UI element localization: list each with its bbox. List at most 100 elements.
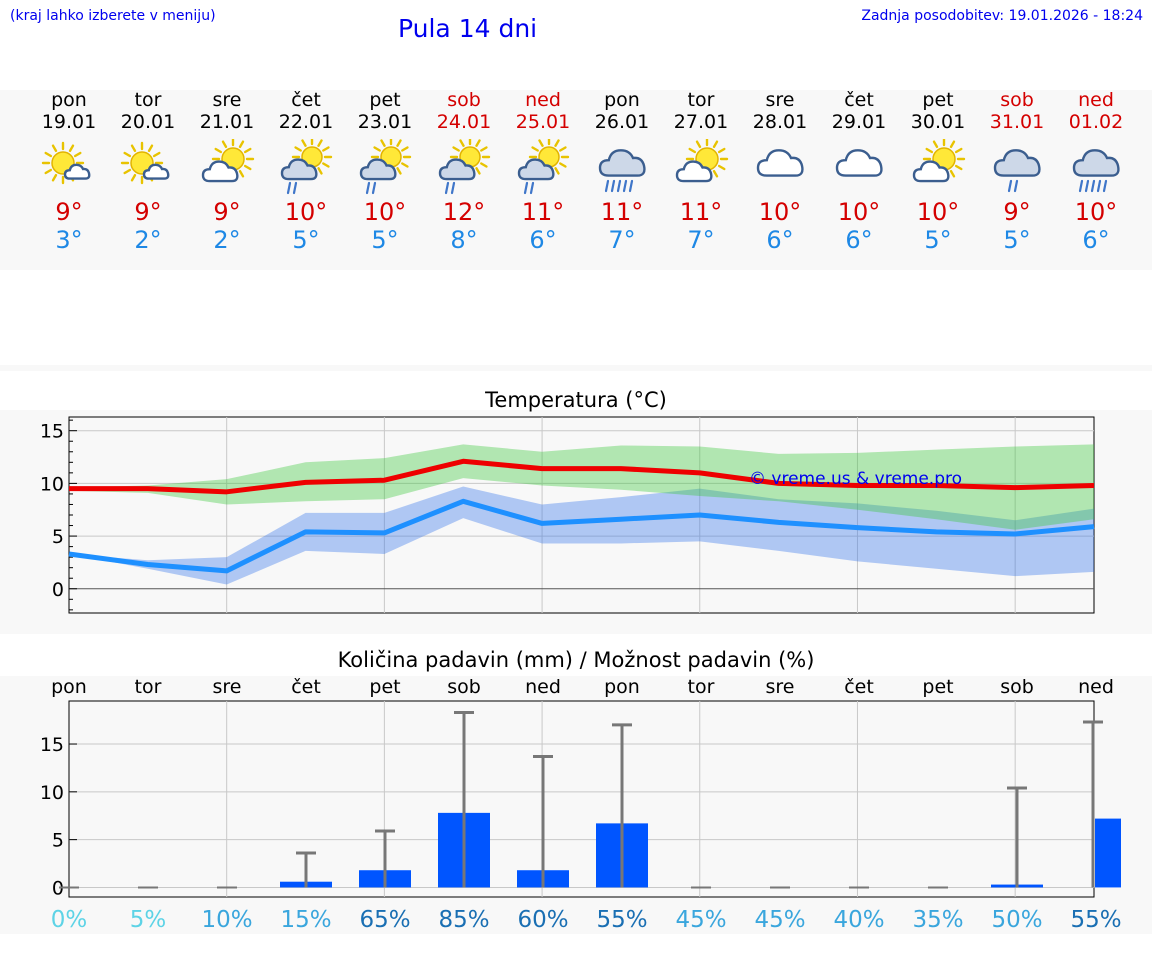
weather-icon: [517, 139, 570, 195]
date-label: 29.01: [831, 111, 887, 133]
x-day-label: tor: [135, 676, 162, 698]
weather-icon: [675, 139, 729, 183]
sun-big-cloud-icon: [912, 139, 966, 183]
weather-icon: [280, 139, 333, 195]
max-temp: 10°: [916, 198, 960, 226]
forecast-day: ned 01.02 10° 6°: [1056, 89, 1136, 254]
precip-probability: 85%: [438, 907, 489, 933]
weekday-label: tor: [687, 89, 715, 111]
weekday-label: čet: [844, 89, 874, 111]
forecast-day: sob 31.01 9° 5°: [977, 89, 1057, 254]
min-temp: 2°: [134, 226, 162, 254]
min-temp-line: [68, 498, 1095, 574]
precip-bar: [1095, 818, 1121, 888]
precip-probability: 10%: [201, 907, 252, 933]
temp-chart-title: Temperatura (°C): [485, 388, 667, 412]
y-tick-label: 0: [52, 579, 64, 601]
x-day-label: sre: [213, 676, 242, 698]
min-temp: 8°: [450, 226, 478, 254]
min-temp: 3°: [55, 226, 83, 254]
precip-probability: 40%: [833, 907, 884, 933]
chart-watermark: © vreme.us & vreme.pro: [749, 469, 962, 489]
y-tick-label: 0: [52, 877, 64, 899]
weekday-label: ned: [525, 89, 561, 111]
temp-plot-area: [68, 416, 1095, 614]
min-temp: 5°: [924, 226, 952, 254]
date-label: 30.01: [910, 111, 966, 133]
x-day-label: čet: [291, 676, 321, 698]
date-label: 21.01: [199, 111, 255, 133]
precip-probability: 5%: [130, 907, 167, 933]
min-temp: 5°: [292, 226, 320, 254]
min-temp: 7°: [687, 226, 715, 254]
precip-probability: 50%: [991, 907, 1042, 933]
cloudy-icon: [835, 149, 883, 177]
max-temp: 11°: [679, 198, 723, 226]
x-day-label: pet: [369, 676, 400, 698]
y-tick-label: 5: [52, 830, 64, 852]
max-temp: 12°: [442, 198, 486, 226]
x-day-label: tor: [688, 676, 715, 698]
max-temp: 10°: [837, 198, 881, 226]
x-day-label: sre: [766, 676, 795, 698]
date-label: 01.02: [1068, 111, 1124, 133]
weekday-label: pet: [369, 89, 401, 111]
weekday-label: sob: [447, 89, 481, 111]
min-temp: 2°: [213, 226, 241, 254]
forecast-day: tor 27.01 11° 7°: [661, 89, 741, 254]
cloudy-icon: [756, 149, 804, 177]
x-day-label: pon: [51, 676, 87, 698]
precip-chart-title: Količina padavin (mm) / Možnost padavin …: [337, 648, 815, 672]
y-tick-label: 15: [40, 734, 64, 756]
weather-icon: [756, 149, 804, 177]
min-temp: 6°: [529, 226, 557, 254]
min-temp: 6°: [845, 226, 873, 254]
precip-probability: 65%: [359, 907, 410, 933]
max-temp: 11°: [600, 198, 644, 226]
forecast-day: sre 21.01 9° 2°: [187, 89, 267, 254]
forecast-day: pon 26.01 11° 7°: [582, 89, 662, 254]
date-label: 26.01: [594, 111, 650, 133]
max-temp: 10°: [758, 198, 802, 226]
y-tick-label: 10: [40, 473, 64, 495]
weekday-label: tor: [134, 89, 162, 111]
date-label: 31.01: [989, 111, 1045, 133]
min-temp: 6°: [766, 226, 794, 254]
precip-plot-area: [68, 700, 1095, 898]
forecast-day: tor 20.01 9° 2°: [108, 89, 188, 254]
forecast-day: sre 28.01 10° 6°: [740, 89, 820, 254]
cloud-heavy-rain-icon: [1072, 149, 1120, 193]
cloud-rain-icon: [993, 149, 1041, 193]
weekday-label: sre: [212, 89, 242, 111]
city-select-hint: (kraj lahko izberete v meniju): [10, 8, 216, 24]
weekday-label: sob: [1000, 89, 1034, 111]
weekday-label: pet: [922, 89, 954, 111]
forecast-day: ned 25.01 11° 6°: [503, 89, 583, 254]
weather-icon: [41, 141, 91, 185]
precip-probability: 55%: [1070, 907, 1121, 933]
max-temp: 9°: [55, 198, 83, 226]
max-temp: 11°: [521, 198, 565, 226]
sun-cloud-rain-icon: [280, 139, 333, 195]
weekday-label: čet: [291, 89, 321, 111]
max-temp: 9°: [134, 198, 162, 226]
date-label: 25.01: [515, 111, 571, 133]
sun-cloud-rain-icon: [517, 139, 570, 195]
precip-probability: 35%: [912, 907, 963, 933]
page-title: Pula 14 dni: [398, 14, 538, 43]
weather-icon: [359, 139, 412, 195]
precipitation-chart: 0 5 10 15 pon 0% tor 5% sre 10% čet 15% pet 65% sob 85%…: [40, 676, 1122, 933]
date-label: 24.01: [436, 111, 492, 133]
x-day-label: pon: [604, 676, 640, 698]
max-temp-range-band: [69, 444, 1094, 530]
weekday-label: pon: [604, 89, 640, 111]
forecast-day: sob 24.01 12° 8°: [424, 89, 504, 254]
date-label: 28.01: [752, 111, 808, 133]
date-label: 23.01: [357, 111, 413, 133]
precip-probability: 55%: [596, 907, 647, 933]
weather-icon: [120, 141, 170, 185]
max-temp: 9°: [213, 198, 241, 226]
weather-icon: [912, 139, 966, 183]
min-temp: 7°: [608, 226, 636, 254]
sun-big-cloud-icon: [201, 139, 255, 183]
